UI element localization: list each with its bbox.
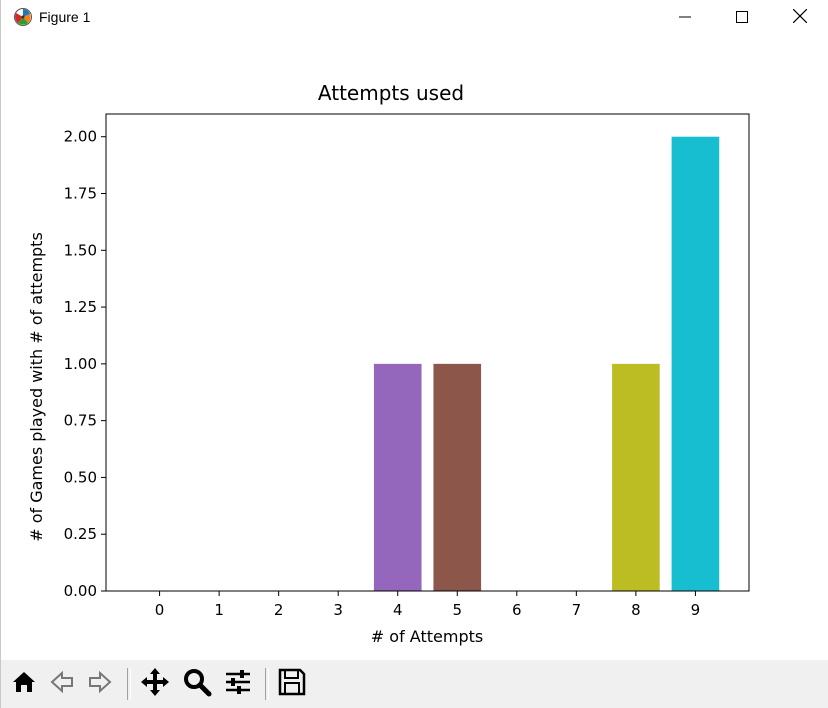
y-tick-label: 1.25 [64,298,97,316]
x-axis-label: # of Attempts [371,627,483,646]
x-tick-label: 9 [691,601,701,619]
y-axis-label: # of Games played with # of attempts [27,232,46,542]
home-button[interactable] [7,667,41,701]
x-tick-label: 2 [274,601,284,619]
y-ticks: 0.00 0.25 0.50 0.75 1.00 1.25 1.50 1.75 2.00 [64,128,106,600]
close-button[interactable] [771,0,828,34]
maximize-button[interactable] [713,0,771,34]
figure-canvas[interactable]: Attempts used # of Games played with # o… [1,34,828,660]
bar-5 [433,363,482,591]
bar-9 [671,136,720,591]
chart-title: Attempts used [318,81,464,105]
save-disk-icon [277,667,307,701]
bars-group [373,136,720,591]
configure-subplots-button[interactable] [221,667,255,701]
x-tick-label: 0 [155,601,165,619]
home-icon [10,668,38,700]
y-tick-label: 1.75 [64,185,97,203]
zoom-magnifier-icon [182,667,212,701]
x-tick-label: 3 [333,601,343,619]
plot-area-frame [105,113,750,592]
x-tick-label: 4 [393,601,403,619]
toolbar-separator [265,668,269,700]
bar-chart: Attempts used # of Games played with # o… [27,81,750,646]
toolbar-separator [127,668,131,700]
back-button[interactable] [45,667,79,701]
x-tick-label: 7 [572,601,582,619]
y-tick-label: 2.00 [64,128,97,146]
maximize-icon [736,8,748,27]
x-ticks: 0 1 2 3 4 5 6 7 8 9 [155,591,700,619]
window-title: Figure 1 [39,9,91,25]
sliders-icon [223,667,253,701]
minimize-icon [679,8,691,27]
x-tick-label: 6 [512,601,522,619]
x-tick-label: 1 [214,601,224,619]
y-tick-label: 0.25 [64,525,97,543]
title-bar[interactable]: Figure 1 [1,0,828,34]
close-icon [792,8,808,27]
y-tick-label: 1.00 [64,355,97,373]
save-button[interactable] [275,667,309,701]
y-tick-label: 0.50 [64,468,97,486]
navigation-toolbar [1,660,828,708]
back-arrow-icon [48,668,76,700]
minimize-button[interactable] [656,0,714,34]
y-tick-label: 1.50 [64,241,97,259]
bar-4 [373,363,422,591]
forward-arrow-icon [86,668,114,700]
zoom-button[interactable] [180,667,214,701]
y-tick-label: 0.75 [64,412,97,430]
matplotlib-icon [13,7,33,27]
forward-button[interactable] [83,667,117,701]
bar-8 [612,363,660,591]
y-tick-label: 0.00 [64,582,97,600]
pan-button[interactable] [138,667,172,701]
pan-move-icon [140,667,170,701]
x-tick-label: 5 [452,601,462,619]
x-tick-label: 8 [631,601,641,619]
